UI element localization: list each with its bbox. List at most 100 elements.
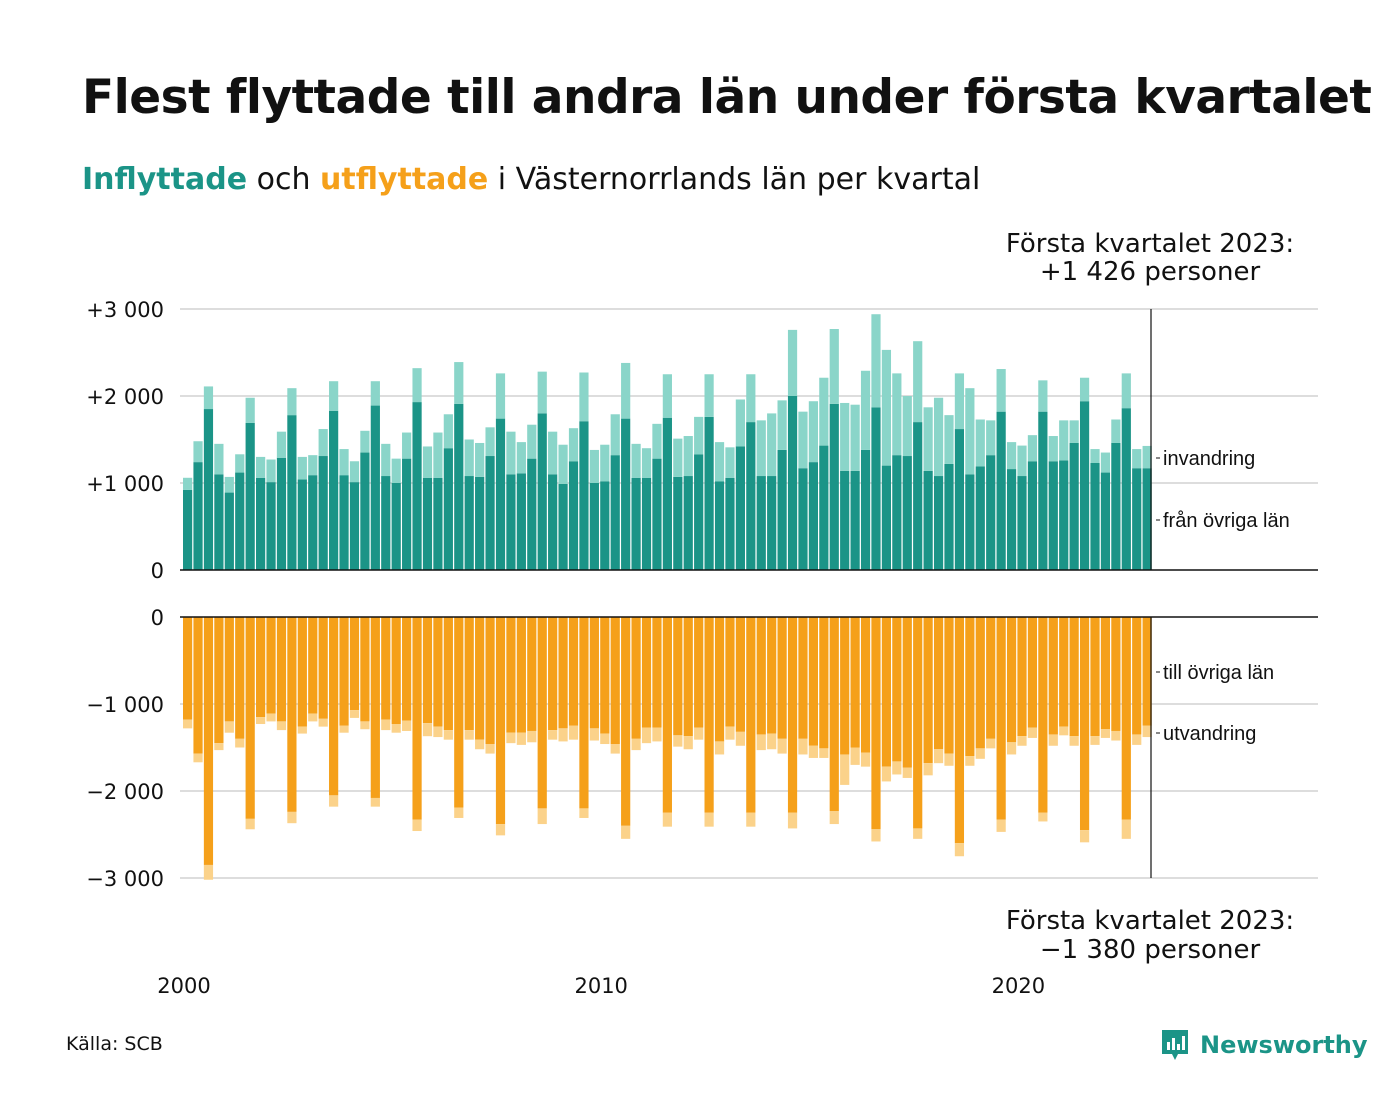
- bar-utflyttade-till-ovriga-lan: [1111, 617, 1121, 731]
- bar-invandring: [860, 370, 871, 450]
- bar-utvandring: [349, 710, 360, 718]
- bar-inflyttade-fran-ovriga-lan: [558, 483, 568, 570]
- bar-invandring: [621, 362, 631, 419]
- bar-invandring: [600, 444, 610, 482]
- bar-invandring: [1090, 449, 1100, 463]
- bar-utvandring: [923, 763, 933, 776]
- bar-utvandring: [746, 812, 756, 827]
- bar-inflyttade-fran-ovriga-lan: [798, 468, 808, 570]
- bar-inflyttade-fran-ovriga-lan: [245, 422, 255, 570]
- bar-invandring: [287, 388, 297, 416]
- bar-utflyttade-till-ovriga-lan: [621, 617, 631, 826]
- bar-utvandring: [256, 717, 266, 725]
- bar-utvandring: [568, 725, 579, 740]
- bar-invandring: [944, 415, 954, 464]
- bar-invandring: [433, 432, 443, 478]
- bar-utflyttade-till-ovriga-lan: [610, 617, 620, 745]
- bar-inflyttade-fran-ovriga-lan: [641, 477, 652, 570]
- bar-utvandring: [516, 732, 526, 745]
- bar-inflyttade-fran-ovriga-lan: [412, 402, 422, 570]
- bar-utvandring: [224, 721, 234, 733]
- bar-utvandring: [183, 719, 193, 729]
- bar-invandring: [527, 424, 537, 459]
- bar-utflyttade-till-ovriga-lan: [694, 617, 704, 728]
- bar-invandring: [902, 396, 912, 457]
- bar-utvandring: [308, 713, 318, 722]
- bar-inflyttade-fran-ovriga-lan: [370, 405, 380, 570]
- bar-invandring: [704, 374, 714, 417]
- bar-utvandring: [235, 738, 245, 748]
- bar-inflyttade-fran-ovriga-lan: [1038, 411, 1048, 570]
- bar-utvandring: [673, 735, 683, 747]
- bar-utflyttade-till-ovriga-lan: [1027, 617, 1038, 728]
- bar-invandring: [756, 420, 766, 477]
- bar-invandring: [516, 442, 526, 474]
- bar-utvandring: [735, 731, 745, 746]
- bar-invandring: [558, 444, 568, 484]
- bar-inflyttade-fran-ovriga-lan: [589, 483, 599, 570]
- bar-utvandring: [537, 808, 547, 825]
- bar-utflyttade-till-ovriga-lan: [433, 617, 443, 727]
- bar-utflyttade-till-ovriga-lan: [881, 617, 892, 767]
- bar-utflyttade-till-ovriga-lan: [381, 617, 391, 720]
- bar-utflyttade-till-ovriga-lan: [902, 617, 912, 768]
- bar-inflyttade-fran-ovriga-lan: [203, 409, 214, 570]
- bar-utflyttade-till-ovriga-lan: [631, 617, 641, 739]
- bar-utvandring: [1006, 742, 1017, 755]
- y-tick-label-top: +1 000: [86, 472, 164, 496]
- bar-utflyttade-till-ovriga-lan: [975, 617, 985, 749]
- bar-inflyttade-fran-ovriga-lan: [1017, 476, 1027, 570]
- bar-inflyttade-fran-ovriga-lan: [527, 458, 537, 570]
- bar-inflyttade-fran-ovriga-lan: [621, 418, 631, 570]
- bar-utflyttade-till-ovriga-lan: [256, 617, 266, 718]
- bar-invandring: [1069, 420, 1079, 443]
- bar-invandring: [850, 404, 860, 471]
- bar-utflyttade-till-ovriga-lan: [203, 617, 214, 865]
- bar-invandring: [412, 368, 422, 403]
- bar-utvandring: [475, 739, 485, 750]
- bar-utvandring: [850, 747, 860, 765]
- bar-utflyttade-till-ovriga-lan: [318, 617, 328, 719]
- bar-utflyttade-till-ovriga-lan: [558, 617, 568, 729]
- bar-invandring: [339, 449, 349, 476]
- bar-invandring: [1079, 377, 1090, 402]
- bar-utflyttade-till-ovriga-lan: [892, 617, 902, 762]
- bar-utvandring: [829, 811, 839, 825]
- bar-invandring: [464, 439, 474, 477]
- bar-utflyttade-till-ovriga-lan: [1048, 617, 1058, 735]
- bar-utvandring: [1142, 725, 1152, 738]
- bar-utflyttade-till-ovriga-lan: [402, 617, 412, 721]
- bar-utflyttade-till-ovriga-lan: [641, 617, 652, 728]
- bar-utflyttade-till-ovriga-lan: [339, 617, 349, 726]
- bar-invandring: [183, 477, 193, 490]
- y-tick-label-top: 0: [151, 559, 164, 583]
- bar-utflyttade-till-ovriga-lan: [913, 617, 923, 829]
- bar-utvandring: [422, 723, 433, 737]
- bar-utflyttade-till-ovriga-lan: [735, 617, 745, 732]
- bar-invandring: [1111, 419, 1121, 443]
- bar-utvandring: [1017, 736, 1027, 746]
- bar-utflyttade-till-ovriga-lan: [495, 617, 506, 825]
- bar-utvandring: [1059, 726, 1069, 736]
- bar-utflyttade-till-ovriga-lan: [600, 617, 610, 734]
- bar-utflyttade-till-ovriga-lan: [860, 617, 871, 753]
- bar-utvandring: [913, 828, 923, 839]
- bar-utvandring: [329, 795, 339, 807]
- bar-invandring: [767, 413, 777, 477]
- bar-utflyttade-till-ovriga-lan: [193, 617, 203, 754]
- bar-utvandring: [412, 819, 422, 832]
- bar-inflyttade-fran-ovriga-lan: [996, 411, 1006, 570]
- bar-utflyttade-till-ovriga-lan: [464, 617, 474, 731]
- bar-utflyttade-till-ovriga-lan: [276, 617, 287, 722]
- bar-utvandring: [318, 718, 328, 727]
- bar-inflyttade-fran-ovriga-lan: [610, 455, 620, 570]
- bar-utflyttade-till-ovriga-lan: [485, 617, 495, 745]
- bar-utflyttade-till-ovriga-lan: [391, 617, 401, 725]
- bar-utvandring: [662, 812, 672, 827]
- bar-invandring: [485, 427, 495, 457]
- bar-utvandring: [214, 743, 224, 751]
- bar-utvandring: [287, 811, 297, 824]
- bar-utvandring: [819, 748, 829, 758]
- bar-utflyttade-till-ovriga-lan: [714, 617, 725, 742]
